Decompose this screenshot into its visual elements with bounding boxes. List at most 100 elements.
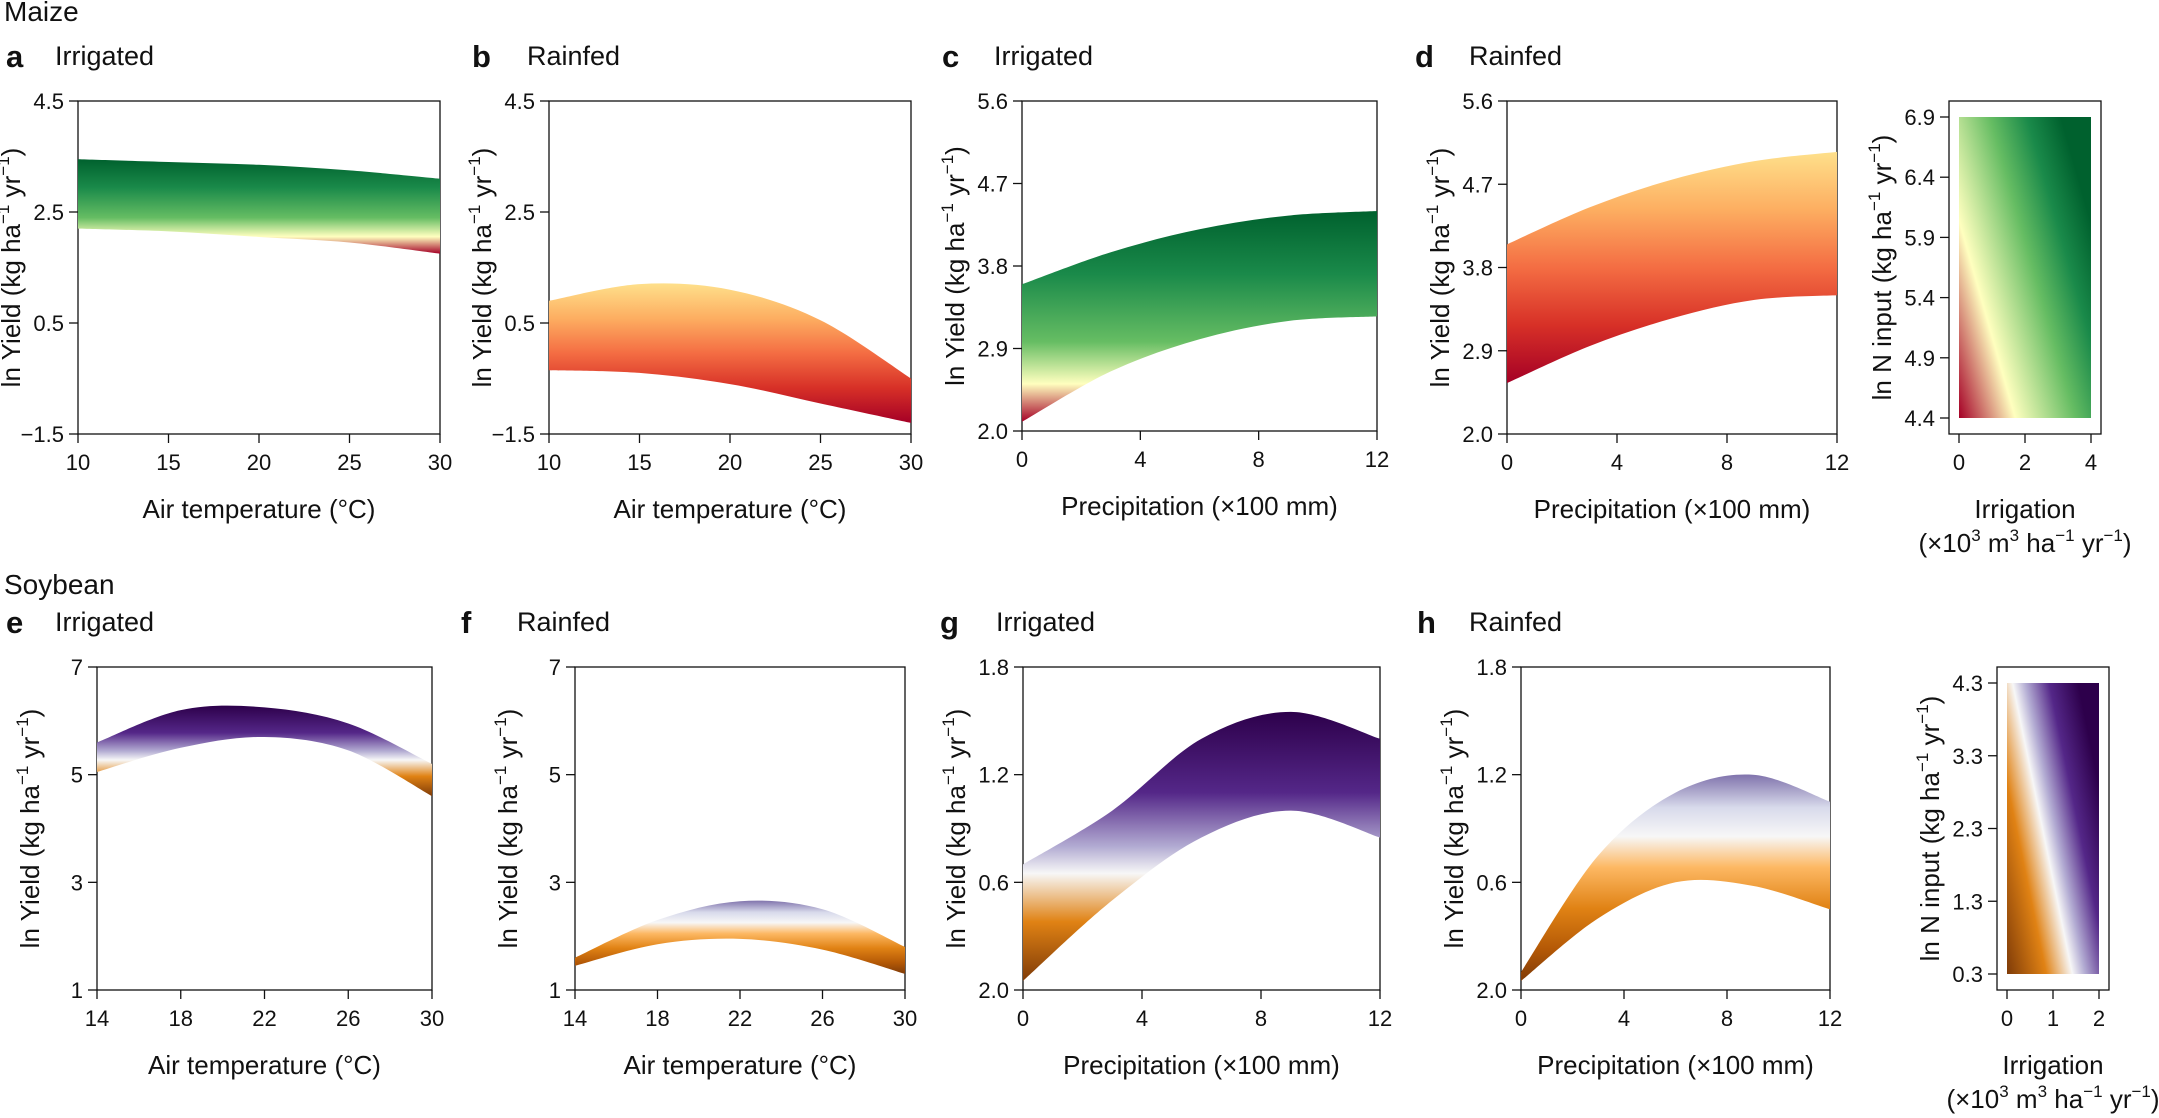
panel-c-ytick-label: 3.8 xyxy=(977,254,1008,279)
maize-legend-ytick-label: 6.9 xyxy=(1904,105,1935,130)
panel-g-ytick-label: 0.6 xyxy=(978,870,1009,895)
panel-c-ytick-label: 2.9 xyxy=(977,337,1008,362)
maize-legend-xtick-label: 0 xyxy=(1953,450,1965,475)
soy-legend-xtick-label: 2 xyxy=(2093,1006,2105,1031)
panel-f-ytick-label: 5 xyxy=(549,763,561,788)
maize-legend: 0 2 4 4.4 4.9 5.4 5.9 6.4 6.9 Irrigation(×103 m3 … xyxy=(1865,100,2132,558)
panel-h: 0 4 8 12 2.0 0.6 1.2 1.8 Precipitation (×100 mm)… xyxy=(1417,605,1842,1080)
panel-f-xlabel: Air temperature (°C) xyxy=(624,1050,857,1080)
panel-g-ytick-label: 1.2 xyxy=(978,763,1009,788)
panel-e-xlabel: Air temperature (°C) xyxy=(148,1050,381,1080)
maize-legend-xlabel-line2: (×103 m3 ha−1 yr−1) xyxy=(1918,526,2131,558)
maize-legend-color-field xyxy=(1959,117,2091,418)
maize-legend-ylabel: ln N input (kg ha−1 yr−1) xyxy=(1865,135,1897,401)
panel-a-letter: a xyxy=(6,39,24,74)
panel-d-ylabel: ln Yield (kg ha−1 yr−1) xyxy=(1423,148,1455,388)
panel-d-xtick-label: 12 xyxy=(1825,450,1849,475)
panel-e-xtick-label: 18 xyxy=(169,1006,193,1031)
panel-c-xtick-label: 0 xyxy=(1016,447,1028,472)
panel-e-ytick-label: 3 xyxy=(71,870,83,895)
panel-d: 0 4 8 12 2.0 2.9 3.8 4.7 5.6 Precipitation (×100 … xyxy=(1415,39,1849,524)
panel-b-xtick-label: 25 xyxy=(808,450,832,475)
panel-b-xtick-label: 15 xyxy=(627,450,651,475)
soy-legend-ytick-label: 2.3 xyxy=(1952,817,1983,842)
panel-e-ytick-label: 1 xyxy=(71,978,83,1003)
panel-d-ytick-label: 4.7 xyxy=(1462,172,1493,197)
panel-h-title: Rainfed xyxy=(1469,607,1562,637)
soy-legend-ylabel: ln N input (kg ha−1 yr−1) xyxy=(1913,696,1945,962)
panel-e-ytick-label: 7 xyxy=(71,655,83,680)
panel-a-xtick-label: 20 xyxy=(247,450,271,475)
panel-a-ytick-label: 0.5 xyxy=(33,311,64,336)
maize-legend-ytick-label: 4.9 xyxy=(1904,346,1935,371)
panel-b-xtick-label: 20 xyxy=(718,450,742,475)
maize-legend-ytick-label: 6.4 xyxy=(1904,165,1935,190)
panel-g-xtick-label: 12 xyxy=(1368,1006,1392,1031)
panel-f-ytick-label: 1 xyxy=(549,978,561,1003)
panel-d-ytick-label: 2.0 xyxy=(1462,422,1493,447)
panel-c-xtick-label: 4 xyxy=(1134,447,1146,472)
panel-f-xtick-label: 30 xyxy=(893,1006,917,1031)
panel-f-ytick-label: 7 xyxy=(549,655,561,680)
panel-f-ylabel: ln Yield (kg ha−1 yr−1) xyxy=(491,709,523,949)
soy-legend-xlabel-line2: (×103 m3 ha−1 yr−1) xyxy=(1946,1082,2159,1114)
panel-h-ytick-label: 0.6 xyxy=(1476,870,1507,895)
panel-h-ytick-label: 2.0 xyxy=(1476,978,1507,1003)
soy-legend-ytick-label: 4.3 xyxy=(1952,671,1983,696)
panel-d-xtick-label: 8 xyxy=(1721,450,1733,475)
panel-c-ytick-label: 5.6 xyxy=(977,89,1008,114)
soy-legend-xlabel-line1: Irrigation xyxy=(2002,1050,2103,1080)
panel-c-ytick-label: 2.0 xyxy=(977,419,1008,444)
panel-b-ytick-label: 2.5 xyxy=(504,200,535,225)
panel-b-title: Rainfed xyxy=(527,41,620,71)
panel-g-ytick-label: 2.0 xyxy=(978,978,1009,1003)
panel-h-ylabel: ln Yield (kg ha−1 yr−1) xyxy=(1437,709,1469,949)
panel-c-title: Irrigated xyxy=(994,41,1093,71)
panel-g-ytick-label: 1.8 xyxy=(978,655,1009,680)
maize-legend-ytick-label: 4.4 xyxy=(1904,406,1935,431)
panel-e-yield-band xyxy=(97,705,432,797)
panel-b: 10 15 20 25 30 −1.5 0.5 2.5 4.5 Air temperature (… xyxy=(465,39,923,524)
panel-a-xtick-label: 15 xyxy=(156,450,180,475)
panel-a-ytick-label: 4.5 xyxy=(33,89,64,114)
panel-g-title: Irrigated xyxy=(996,607,1095,637)
panel-b-ytick-label: −1.5 xyxy=(492,422,535,447)
panel-b-letter: b xyxy=(472,39,491,74)
panel-d-xtick-label: 4 xyxy=(1611,450,1623,475)
panel-f-xtick-label: 14 xyxy=(563,1006,587,1031)
panel-e: 14 18 22 26 30 1 3 5 7 Air temperature (°C) ln Yie… xyxy=(6,605,444,1080)
panel-c: 0 4 8 12 2.0 2.9 3.8 4.7 5.6 Precipitation (×100 … xyxy=(938,39,1389,521)
panel-h-xtick-label: 8 xyxy=(1721,1006,1733,1031)
panel-g-xtick-label: 8 xyxy=(1255,1006,1267,1031)
panel-b-ytick-label: 0.5 xyxy=(504,311,535,336)
panel-a-ytick-label: −1.5 xyxy=(21,422,64,447)
panel-d-ytick-label: 3.8 xyxy=(1462,256,1493,281)
panel-e-xtick-label: 30 xyxy=(420,1006,444,1031)
panel-e-ytick-label: 5 xyxy=(71,763,83,788)
panel-h-letter: h xyxy=(1417,605,1436,640)
panel-a-xtick-label: 25 xyxy=(337,450,361,475)
panel-c-ylabel: ln Yield (kg ha−1 yr−1) xyxy=(938,146,970,386)
panel-h-xtick-label: 0 xyxy=(1515,1006,1527,1031)
panel-a: 10 15 20 25 30 −1.5 0.5 2.5 4.5 Air temperature (… xyxy=(0,39,452,524)
panel-h-yield-band xyxy=(1521,774,1830,981)
maize-legend-ytick-label: 5.4 xyxy=(1904,286,1935,311)
panel-a-xlabel: Air temperature (°C) xyxy=(143,494,376,524)
maize-legend-xlabel-line1: Irrigation xyxy=(1974,494,2075,524)
panel-f-xtick-label: 18 xyxy=(645,1006,669,1031)
panel-e-letter: e xyxy=(6,605,23,640)
panel-a-title: Irrigated xyxy=(55,41,154,71)
panel-h-ytick-label: 1.8 xyxy=(1476,655,1507,680)
panel-f-xtick-label: 22 xyxy=(728,1006,752,1031)
panel-a-frame xyxy=(77,100,441,435)
panel-c-letter: c xyxy=(942,39,959,74)
panel-e-xtick-label: 22 xyxy=(252,1006,276,1031)
panel-a-yield-band xyxy=(78,159,440,254)
panel-f-title: Rainfed xyxy=(517,607,610,637)
maize-legend-xtick-label: 4 xyxy=(2085,450,2097,475)
panel-f-ytick-label: 3 xyxy=(549,870,561,895)
panel-a-xtick-label: 30 xyxy=(428,450,452,475)
panel-f-xtick-label: 26 xyxy=(810,1006,834,1031)
panel-d-letter: d xyxy=(1415,39,1434,74)
panel-a-xtick-label: 10 xyxy=(66,450,90,475)
